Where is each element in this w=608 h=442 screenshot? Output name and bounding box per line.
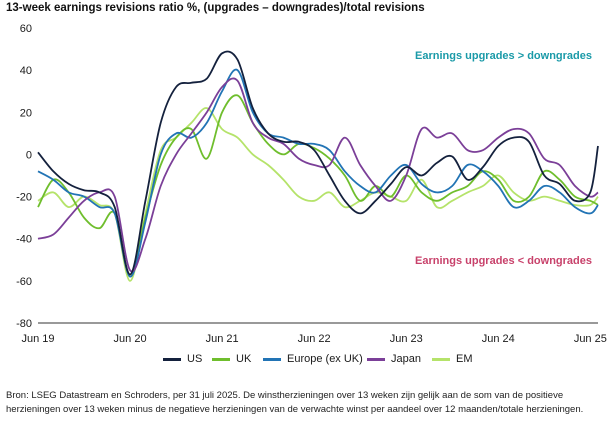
x-tick-label: Jun 21: [206, 333, 239, 345]
y-tick-label: 40: [20, 65, 32, 77]
y-axis: 60 40 20 0 -20 -40 -60 -80: [16, 23, 32, 330]
annotation-upgrades: Earnings upgrades > downgrades: [415, 50, 592, 62]
legend-item-us: US: [163, 353, 202, 365]
series-lines: [37, 50, 599, 282]
source-note: Bron: LSEG Datastream en Schroders, per …: [6, 390, 584, 415]
y-tick-label: 20: [20, 107, 32, 119]
legend-label-uk: UK: [236, 353, 252, 365]
x-tick-label: Jun 25: [574, 333, 607, 345]
y-tick-label: -60: [16, 276, 32, 288]
legend-label-em: EM: [456, 353, 473, 365]
series-line-japan: [37, 77, 599, 273]
y-tick-label: -20: [16, 192, 32, 204]
series-line-us: [37, 50, 599, 276]
chart-legend: US UK Europe (ex UK) Japan EM: [0, 353, 608, 369]
legend-swatch-japan: [367, 357, 385, 361]
x-tick-label: Jun 22: [298, 333, 331, 345]
legend-label-europe: Europe (ex UK): [287, 353, 363, 365]
x-tick-label: Jun 20: [114, 333, 147, 345]
legend-swatch-us: [163, 357, 181, 361]
legend-item-europe: Europe (ex UK): [263, 353, 363, 365]
legend-swatch-europe: [263, 357, 281, 361]
y-tick-label: -80: [16, 318, 32, 330]
x-axis: Jun 19 Jun 20 Jun 21 Jun 22 Jun 23 Jun 24 Jun …: [21, 322, 607, 345]
y-tick-label: 60: [20, 23, 32, 35]
chart-title: 13-week earnings revisions ratio %, (upg…: [6, 2, 425, 14]
legend-item-em: EM: [432, 353, 473, 365]
x-tick-label: Jun 23: [390, 333, 423, 345]
legend-swatch-em: [432, 357, 450, 361]
x-tick-label: Jun 19: [21, 333, 54, 345]
legend-item-japan: Japan: [367, 353, 421, 365]
series-line-em: [37, 107, 599, 282]
legend-item-uk: UK: [212, 353, 251, 365]
series-line-europe-ex-uk: [37, 68, 599, 278]
y-tick-label: 0: [26, 149, 32, 161]
legend-label-us: US: [187, 353, 203, 365]
x-tick-label: Jun 24: [482, 333, 515, 345]
annotation-downgrades: Earnings upgrades < downgrades: [415, 255, 592, 267]
legend-label-japan: Japan: [391, 353, 421, 365]
y-tick-label: -40: [16, 234, 32, 246]
legend-swatch-uk: [212, 357, 230, 361]
